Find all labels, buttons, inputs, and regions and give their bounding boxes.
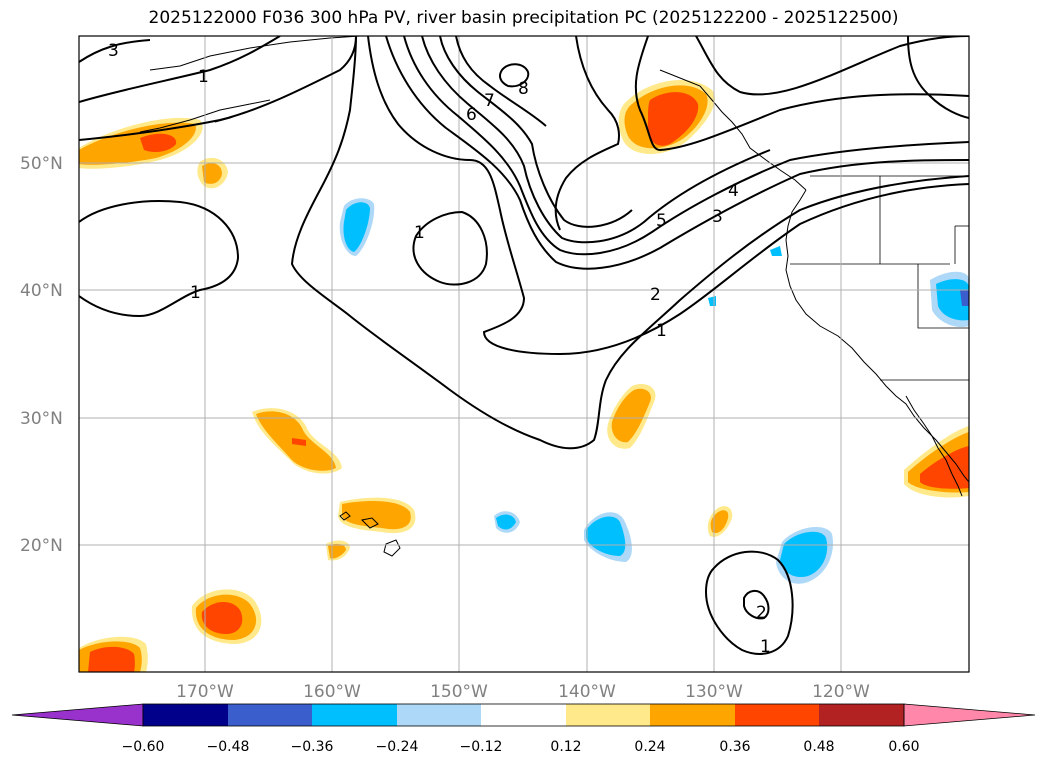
colorbar-bin [735, 704, 819, 726]
colorbar: −0.60 −0.48 −0.36 −0.24 −0.12 0.12 0.24 … [11, 703, 1036, 755]
colorbar-tick: −0.36 [291, 739, 334, 755]
colorbar-bin [650, 704, 735, 726]
lat-label-30n: 30°N [20, 409, 63, 429]
latitude-labels: 50°N 40°N 30°N 20°N [20, 154, 63, 556]
pv-contours [79, 36, 969, 655]
contour-label-1-west: 1 [190, 283, 201, 303]
colorbar-extend-low [11, 703, 144, 727]
contour-label-2: 2 [650, 285, 661, 305]
lat-label-20n: 20°N [20, 536, 63, 556]
colorbar-tick: 0.60 [888, 739, 919, 755]
lon-label-130w: 130°W [685, 682, 743, 702]
contour-label-4: 4 [728, 181, 739, 201]
contour-label-1-topleft: 1 [198, 67, 209, 87]
contour-label-7: 7 [484, 91, 495, 111]
contour-labels: 3 1 1 1 8 7 6 5 4 3 2 1 2 1 [108, 41, 771, 657]
graticule [79, 36, 969, 672]
colorbar-tick: 0.36 [719, 739, 750, 755]
colorbar-ticks: −0.60 −0.48 −0.36 −0.24 −0.12 0.12 0.24 … [122, 739, 920, 755]
contour-label-3: 3 [712, 207, 723, 227]
contour-label-8: 8 [518, 79, 529, 99]
contour-label-1-east: 1 [656, 321, 667, 341]
colorbar-bin [228, 704, 312, 726]
lon-label-140w: 140°W [558, 682, 616, 702]
colorbar-bin [566, 704, 650, 726]
colorbar-extend-high [903, 703, 1036, 727]
colorbar-tick: −0.60 [122, 739, 165, 755]
map-title: 2025122000 F036 300 hPa PV, river basin … [148, 8, 899, 28]
colorbar-bin [397, 704, 481, 726]
contour-label-5: 5 [656, 211, 667, 231]
lon-label-160w: 160°W [303, 682, 361, 702]
colorbar-tick: 0.12 [550, 739, 581, 755]
colorbar-bin [481, 704, 566, 726]
colorbar-tick: −0.24 [376, 739, 419, 755]
colorbar-tick: 0.24 [634, 739, 665, 755]
longitude-labels: 170°W 160°W 150°W 140°W 130°W 120°W [176, 682, 870, 702]
contour-label-3-topleft: 3 [108, 41, 119, 61]
lat-label-50n: 50°N [20, 154, 63, 174]
coastlines [139, 36, 969, 557]
colorbar-tick: −0.48 [207, 739, 250, 755]
lon-label-120w: 120°W [812, 682, 870, 702]
political-borders [790, 175, 969, 381]
lat-label-40n: 40°N [20, 281, 63, 301]
colorbar-bin [143, 704, 228, 726]
colorbar-tick: −0.12 [460, 739, 503, 755]
contour-label-1-center: 1 [414, 223, 425, 243]
colorbar-frame [142, 703, 905, 727]
colorbar-tick: 0.48 [803, 739, 834, 755]
colorbar-bin [312, 704, 397, 726]
lon-label-170w: 170°W [176, 682, 234, 702]
contour-label-2-south: 2 [756, 603, 767, 623]
lon-label-150w: 150°W [430, 682, 488, 702]
contour-label-1-south: 1 [760, 637, 771, 657]
contour-label-6: 6 [466, 105, 477, 125]
map-frame [78, 35, 970, 673]
colorbar-bin [819, 704, 904, 726]
